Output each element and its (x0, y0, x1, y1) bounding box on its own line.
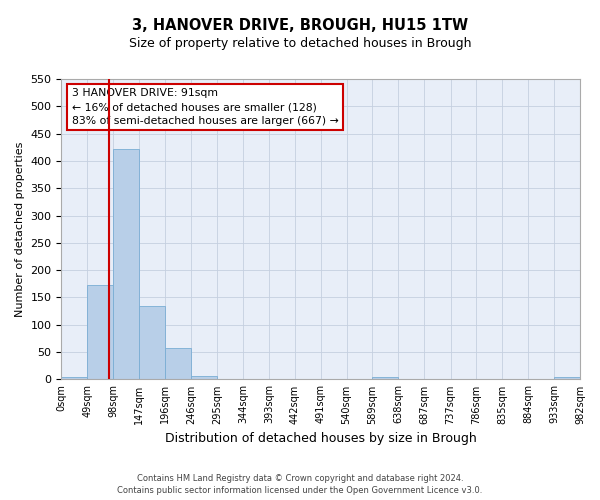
Bar (87, 285, 113, 380)
Bar (191, 376, 217, 380)
Text: Size of property relative to detached houses in Brough: Size of property relative to detached ho… (129, 38, 471, 51)
Text: 3 HANOVER DRIVE: 91sqm
← 16% of detached houses are smaller (128)
83% of semi-de: 3 HANOVER DRIVE: 91sqm ← 16% of detached… (72, 88, 338, 126)
Text: Contains HM Land Registry data © Crown copyright and database right 2024.
Contai: Contains HM Land Registry data © Crown c… (118, 474, 482, 495)
Text: 3, HANOVER DRIVE, BROUGH, HU15 1TW: 3, HANOVER DRIVE, BROUGH, HU15 1TW (132, 18, 468, 32)
Y-axis label: Number of detached properties: Number of detached properties (15, 142, 25, 317)
Bar (165, 348, 191, 380)
Bar (113, 149, 139, 380)
Bar (554, 376, 580, 380)
Bar (373, 376, 398, 380)
Bar (139, 306, 165, 380)
X-axis label: Distribution of detached houses by size in Brough: Distribution of detached houses by size … (165, 432, 476, 445)
Bar (61, 376, 87, 380)
